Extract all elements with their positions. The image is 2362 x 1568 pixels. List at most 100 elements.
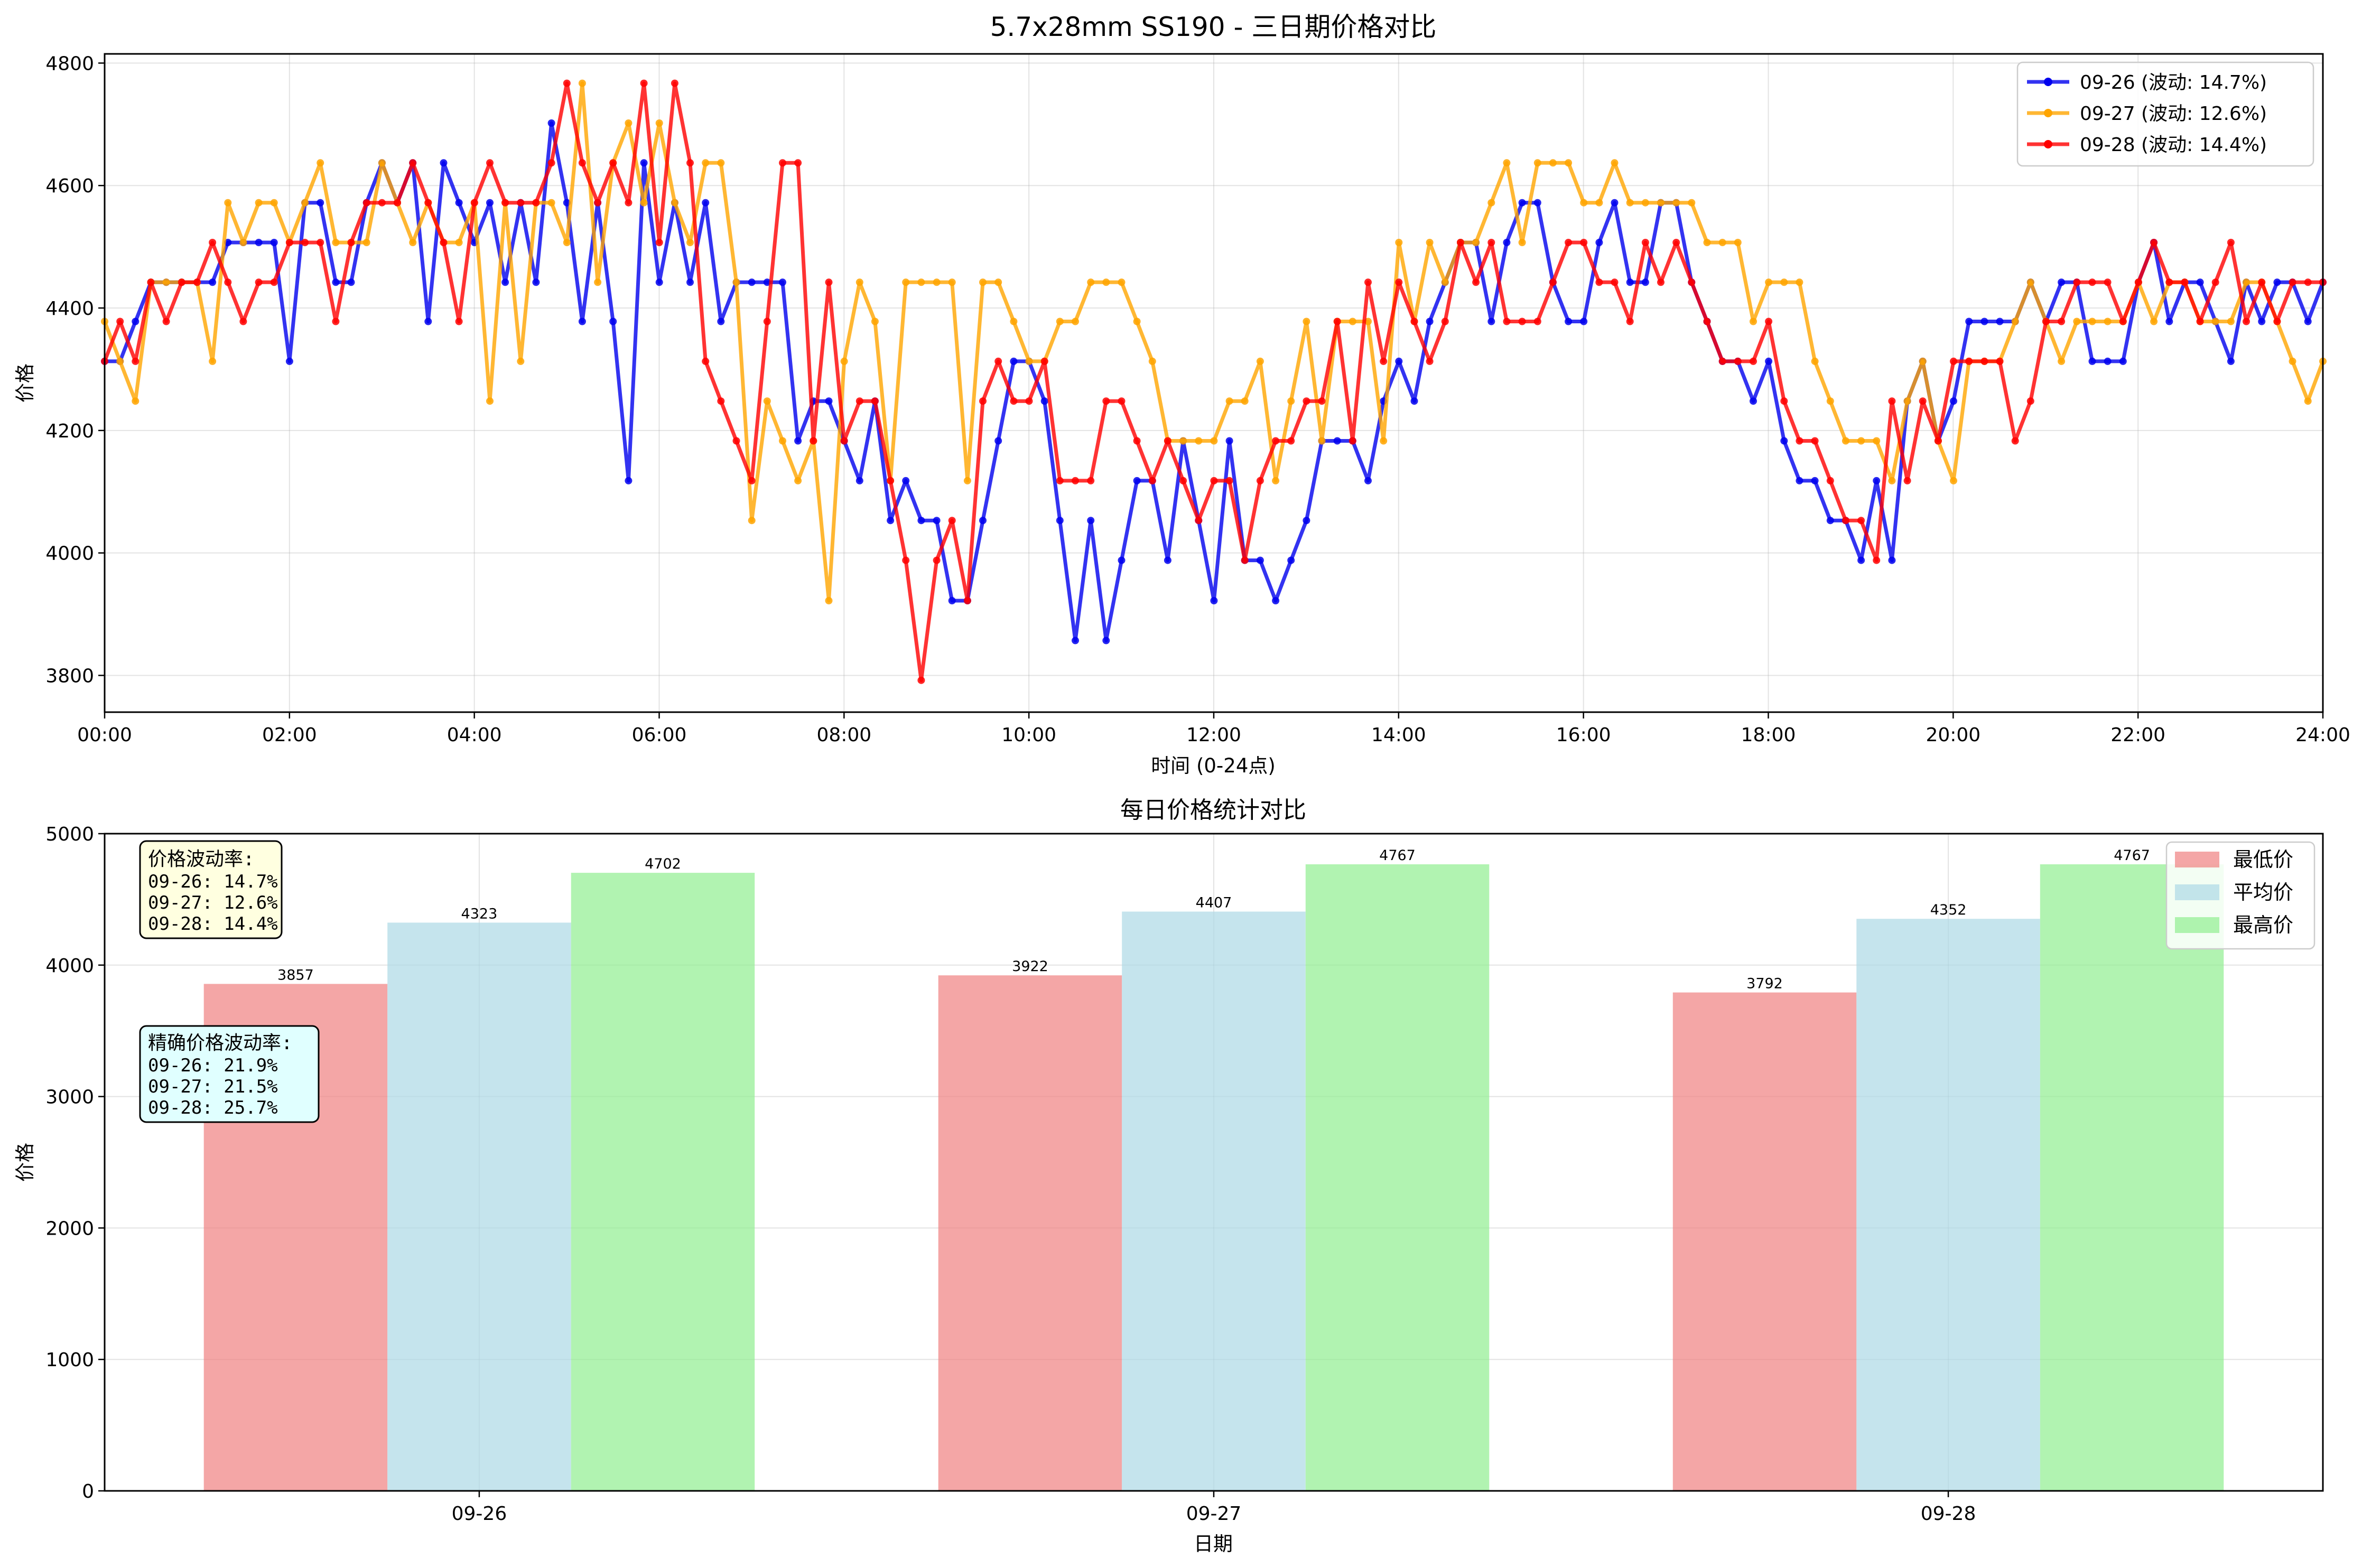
data-point (625, 199, 633, 207)
data-point (1780, 278, 1788, 286)
data-point (1133, 437, 1141, 445)
data-point (224, 199, 232, 207)
precise-volatility-annotation-box: 精确价格波动率: 09-26: 21.9% 09-27: 21.5% 09-28… (139, 1025, 320, 1123)
data-point (1349, 318, 1356, 325)
bar (1305, 864, 1490, 1491)
data-point (193, 278, 201, 286)
data-point (1118, 556, 1126, 564)
legend-label: 09-26 (波动: 14.7%) (2080, 72, 2267, 94)
bar-value-label: 4323 (461, 906, 498, 922)
data-point (1287, 556, 1295, 564)
data-point (285, 357, 293, 365)
data-point (963, 597, 971, 604)
data-point (1364, 477, 1372, 484)
data-point (1256, 556, 1264, 564)
volatility-annotation-title: 价格波动率: (148, 848, 255, 870)
line-chart-y-tick-label: 4400 (45, 298, 94, 320)
data-point (1072, 637, 1079, 645)
precise-volatility-annotation-line: 09-27: 21.5% (148, 1076, 278, 1097)
data-point (640, 159, 648, 167)
data-point (1056, 318, 1064, 325)
data-point (948, 278, 956, 286)
line-chart-legend-box (2016, 61, 2314, 167)
data-point (1164, 556, 1171, 564)
data-point (409, 159, 417, 167)
data-point (871, 397, 879, 405)
data-point (1395, 357, 1403, 365)
data-point (1533, 199, 1541, 207)
data-point (209, 239, 217, 246)
data-point (1118, 397, 1126, 405)
data-point (1472, 239, 1480, 246)
line-chart-x-tick-label: 20:00 (1926, 724, 1980, 746)
data-point (1487, 199, 1495, 207)
data-point (1179, 477, 1187, 484)
data-point (2227, 357, 2235, 365)
data-point (1210, 597, 1218, 604)
line-chart-x-tick-label: 24:00 (2295, 724, 2350, 746)
data-point (455, 199, 463, 207)
data-point (794, 477, 802, 484)
data-point (825, 278, 833, 286)
data-point (378, 199, 386, 207)
data-point (1410, 318, 1418, 325)
data-point (640, 199, 648, 207)
data-point (732, 278, 740, 286)
legend-color-swatch (2175, 917, 2219, 933)
data-point (332, 239, 340, 246)
data-point (532, 199, 540, 207)
data-point (486, 199, 494, 207)
data-point (2073, 278, 2081, 286)
data-point (578, 79, 586, 87)
data-point (979, 517, 987, 525)
line-series-09-28 (101, 79, 2327, 684)
data-point (424, 318, 432, 325)
legend-label: 09-27 (波动: 12.6%) (2080, 103, 2267, 125)
data-point (1611, 199, 1619, 207)
data-point (409, 239, 417, 246)
line-chart-x-tick-label: 06:00 (632, 724, 687, 746)
data-point (1857, 437, 1865, 445)
data-point (2258, 318, 2266, 325)
data-point (301, 239, 309, 246)
data-point (2304, 278, 2312, 286)
data-point (1796, 477, 1803, 484)
data-point (1533, 159, 1541, 167)
data-point (702, 159, 710, 167)
bar-chart-x-ticks: 09-26 09-27 09-28 (452, 1491, 1976, 1525)
data-point (1565, 159, 1573, 167)
data-point (2304, 318, 2312, 325)
data-point (933, 278, 941, 286)
data-point (1010, 357, 1018, 365)
data-point (501, 199, 509, 207)
bar-value-label: 4767 (2114, 847, 2150, 864)
data-point (1025, 357, 1033, 365)
data-point (2304, 397, 2312, 405)
data-point (1040, 357, 1048, 365)
data-point (347, 239, 355, 246)
data-point (301, 199, 309, 207)
data-point (625, 477, 633, 484)
data-point (917, 278, 925, 286)
data-point (1565, 239, 1573, 246)
data-point (1873, 477, 1881, 484)
data-point (1718, 357, 1726, 365)
line-chart-x-tick-label: 12:00 (1186, 724, 1241, 746)
data-point (1903, 477, 1911, 484)
data-point (270, 239, 278, 246)
data-point (810, 437, 817, 445)
data-point (1503, 239, 1511, 246)
data-point (1457, 239, 1464, 246)
legend-color-swatch (2175, 852, 2219, 867)
data-point (1903, 397, 1911, 405)
data-point (563, 239, 571, 246)
data-point (2289, 357, 2296, 365)
volatility-annotation-box: 价格波动率: 09-26: 14.7% 09-27: 12.6% 09-28: … (139, 840, 283, 939)
data-point (1256, 477, 1264, 484)
data-point (132, 318, 140, 325)
data-point (2104, 278, 2112, 286)
data-point (162, 278, 170, 286)
bar-value-label: 3792 (1746, 976, 1783, 992)
data-point (2104, 357, 2112, 365)
